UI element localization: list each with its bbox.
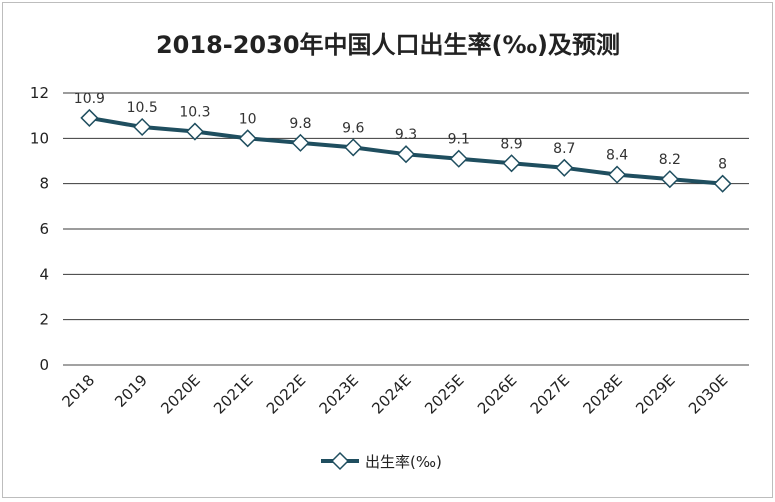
x-tick-label: 2026E [474,371,520,417]
data-point-marker [80,108,99,127]
x-tick-label: 2030E [685,371,731,417]
data-point-marker [713,174,732,193]
y-tick-label: 10 [30,129,49,147]
x-tick-label: 2020E [157,371,203,417]
legend-diamond-icon [330,451,350,471]
gridlines [63,92,749,366]
legend: 出生率(‰) [321,451,442,471]
data-point-marker [396,145,416,164]
data-label: 9.8 [289,116,311,132]
x-tick-label: 2029E [632,371,678,417]
x-tick-label: 2019 [111,371,151,411]
data-label: 8.4 [606,148,628,164]
data-labels: 10.9 10.5 10.3 10 9.8 9.6 9.3 9.1 8.9 8.7 8.4 8.2 8 [74,91,727,173]
x-tick-label: 2024E [368,371,414,417]
data-point-marker [238,129,257,148]
legend-entry: 出生率(‰) [365,453,442,471]
data-label: 9.3 [395,127,417,143]
data-point-marker [660,170,679,189]
series-markers [80,108,732,193]
data-label: 9.6 [342,120,364,136]
x-axis-ticks: 2018 2019 2020E 2021E 2022E 2023E 2024E 2025E 20… [58,371,731,417]
x-tick-label: 2027E [527,371,573,417]
data-label: 10.9 [74,91,105,107]
y-tick-label: 8 [39,175,49,193]
y-axis-ticks: 0 2 4 6 8 10 12 [30,84,49,374]
data-label: 10.3 [179,105,210,121]
data-point-marker [291,133,310,152]
y-tick-label: 6 [39,220,49,238]
data-point-marker [133,117,152,137]
data-point-marker [502,154,521,173]
x-tick-label: 2018 [58,371,98,411]
x-tick-label: 2025E [421,371,467,417]
data-point-marker [449,149,468,168]
data-label: 8.9 [500,136,522,152]
line-chart: 2018-2030年中国人口出生率(‰)及预测 0 2 4 6 8 10 12 2018 20… [30,31,749,471]
data-label: 8.2 [659,152,681,168]
data-label: 10.5 [127,100,158,116]
data-point-marker [344,138,363,157]
x-tick-label: 2021E [210,371,256,417]
data-point-marker [608,165,627,184]
data-point-marker [185,122,204,141]
y-tick-label: 0 [39,356,49,374]
data-point-marker [555,158,574,177]
x-tick-label: 2023E [316,371,362,417]
x-tick-label: 2028E [579,371,625,417]
data-label: 8 [718,157,727,173]
data-label: 10 [239,111,257,127]
y-tick-label: 12 [30,84,49,102]
y-tick-label: 2 [39,311,49,329]
data-label: 9.1 [448,132,470,148]
x-tick-label: 2022E [263,371,309,417]
data-label: 8.7 [553,141,575,157]
y-tick-label: 4 [39,265,49,283]
chart-title: 2018-2030年中国人口出生率(‰)及预测 [156,31,620,59]
